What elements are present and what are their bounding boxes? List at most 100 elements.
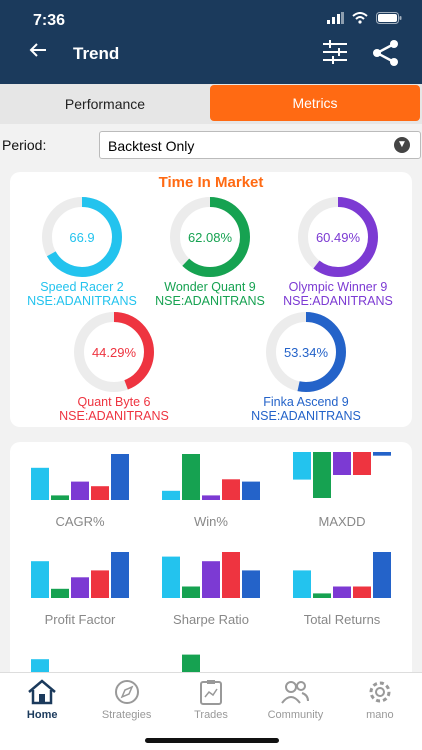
tab-strategies[interactable]: Strategies xyxy=(84,673,168,750)
strategy-symbol: NSE:ADANITRANS xyxy=(27,294,137,308)
metric-bar xyxy=(353,452,371,475)
donut-value: 44.29% xyxy=(92,345,137,360)
metric-bar xyxy=(242,570,260,598)
metric-bar xyxy=(162,490,180,500)
metric-bar-chart xyxy=(31,552,129,598)
metric-bar-chart xyxy=(293,452,391,498)
donut-value: 60.49% xyxy=(316,230,361,245)
tab-trades[interactable]: Trades xyxy=(169,673,253,750)
people-icon xyxy=(281,681,310,704)
metric-bar xyxy=(293,452,311,480)
donut-arc xyxy=(170,197,250,277)
strategy-symbol: NSE:ADANITRANS xyxy=(59,409,169,423)
strategy-symbol: NSE:ADANITRANS xyxy=(251,409,361,423)
metric-bar xyxy=(51,588,69,598)
metric-bar xyxy=(71,481,89,500)
donut-caption: Finka Ascend 9 NSE:ADANITRANS xyxy=(236,395,376,423)
gear-icon xyxy=(369,681,391,703)
filter-sliders-icon[interactable] xyxy=(322,40,348,64)
metric-label: Total Returns xyxy=(303,612,381,627)
signal-icon xyxy=(327,12,344,24)
donut-caption: Speed Racer 2 NSE:ADANITRANS xyxy=(12,280,152,308)
period-label: Period: xyxy=(2,137,47,153)
bottom-tab-bar: Home Strategies Trades Community mano xyxy=(0,672,422,750)
donut-caption: Olympic Winner 9 NSE:ADANITRANS xyxy=(268,280,408,308)
home-indicator xyxy=(145,738,279,743)
home-icon xyxy=(28,679,57,705)
strategy-name: Wonder Quant 9 xyxy=(164,280,256,294)
tab-community[interactable]: Community xyxy=(253,673,337,750)
strategy-name: Olympic Winner 9 xyxy=(288,280,388,294)
donut-caption: Quant Byte 6 NSE:ADANITRANS xyxy=(44,395,184,423)
metric-bar xyxy=(71,577,89,598)
tab-trades-label: Trades xyxy=(194,709,228,721)
chevron-down-icon: ▼ xyxy=(394,137,410,153)
tab-community-label: Community xyxy=(267,709,324,721)
metric-bar xyxy=(182,454,200,500)
app-header: 7:36 Trend xyxy=(0,0,422,84)
metric-bar xyxy=(242,481,260,500)
period-select[interactable]: Backtest Only ▼ xyxy=(99,131,421,159)
tab-strategies-label: Strategies xyxy=(101,709,152,721)
metric-bar xyxy=(202,561,220,598)
metric-bar xyxy=(333,586,351,598)
metric-bar xyxy=(333,452,351,475)
metric-bar xyxy=(91,486,109,500)
metric-bar xyxy=(202,495,220,500)
donut-arc xyxy=(74,312,154,392)
clipboard-icon xyxy=(200,680,223,705)
metric-bar-chart xyxy=(31,454,129,500)
metric-label: Sharpe Ratio xyxy=(173,612,249,627)
tab-performance[interactable]: Performance xyxy=(64,96,146,112)
share-icon[interactable] xyxy=(372,40,400,66)
strategy-symbol: NSE:ADANITRANS xyxy=(283,294,393,308)
tab-profile-label: mano xyxy=(366,709,394,721)
strategy-symbol: NSE:ADANITRANS xyxy=(155,294,265,308)
metric-bar xyxy=(111,552,129,598)
metric-bar xyxy=(31,467,49,500)
time-in-market-card: Time In Market 66.9 Speed Racer 2 NSE:ADAN… xyxy=(10,172,412,427)
wifi-icon xyxy=(352,12,368,24)
metric-bar xyxy=(111,454,129,500)
tab-home[interactable]: Home xyxy=(0,673,84,750)
donut-chart: 53.34% xyxy=(266,312,346,392)
donut-value: 53.34% xyxy=(284,345,329,360)
period-row: Period: Backtest Only ▼ xyxy=(0,131,422,159)
time-in-market-title: Time In Market xyxy=(158,174,264,191)
metric-bar xyxy=(182,586,200,598)
tab-metrics[interactable]: Metrics xyxy=(210,85,420,121)
metric-bar xyxy=(222,479,240,500)
metric-bar xyxy=(51,495,69,500)
page-title: Trend xyxy=(73,44,120,63)
donut-chart: 66.9 xyxy=(42,197,122,277)
strategy-name: Finka Ascend 9 xyxy=(263,395,349,409)
metric-bar xyxy=(31,561,49,598)
donut-arc xyxy=(298,197,378,277)
tab-home-label: Home xyxy=(26,709,58,721)
metric-label: Win% xyxy=(194,514,228,529)
tab-profile[interactable]: mano xyxy=(338,673,422,750)
strategy-name: Quant Byte 6 xyxy=(77,395,151,409)
metric-bar xyxy=(91,570,109,598)
donut-value: 66.9 xyxy=(69,230,94,245)
metric-label: Profit Factor xyxy=(44,612,116,627)
status-time: 7:36 xyxy=(33,12,66,29)
donut-arc xyxy=(266,312,346,392)
metric-bar xyxy=(222,552,240,598)
back-arrow-icon[interactable] xyxy=(28,40,48,60)
donut-chart: 62.08% xyxy=(170,197,250,277)
donut-chart: 44.29% xyxy=(74,312,154,392)
strategy-name: Speed Racer 2 xyxy=(40,280,124,294)
donut-chart: 60.49% xyxy=(298,197,378,277)
segmented-tabs: Performance Metrics xyxy=(0,84,422,124)
metric-bar xyxy=(373,552,391,598)
compass-icon xyxy=(114,680,139,704)
battery-icon xyxy=(376,12,402,24)
status-icons xyxy=(327,12,402,24)
metric-bar xyxy=(313,593,331,598)
metric-bar-chart xyxy=(162,454,260,500)
metric-label: CAGR% xyxy=(55,514,105,529)
metric-bar xyxy=(373,452,391,456)
donut-arc xyxy=(42,197,122,277)
metric-bar-chart xyxy=(293,552,391,598)
